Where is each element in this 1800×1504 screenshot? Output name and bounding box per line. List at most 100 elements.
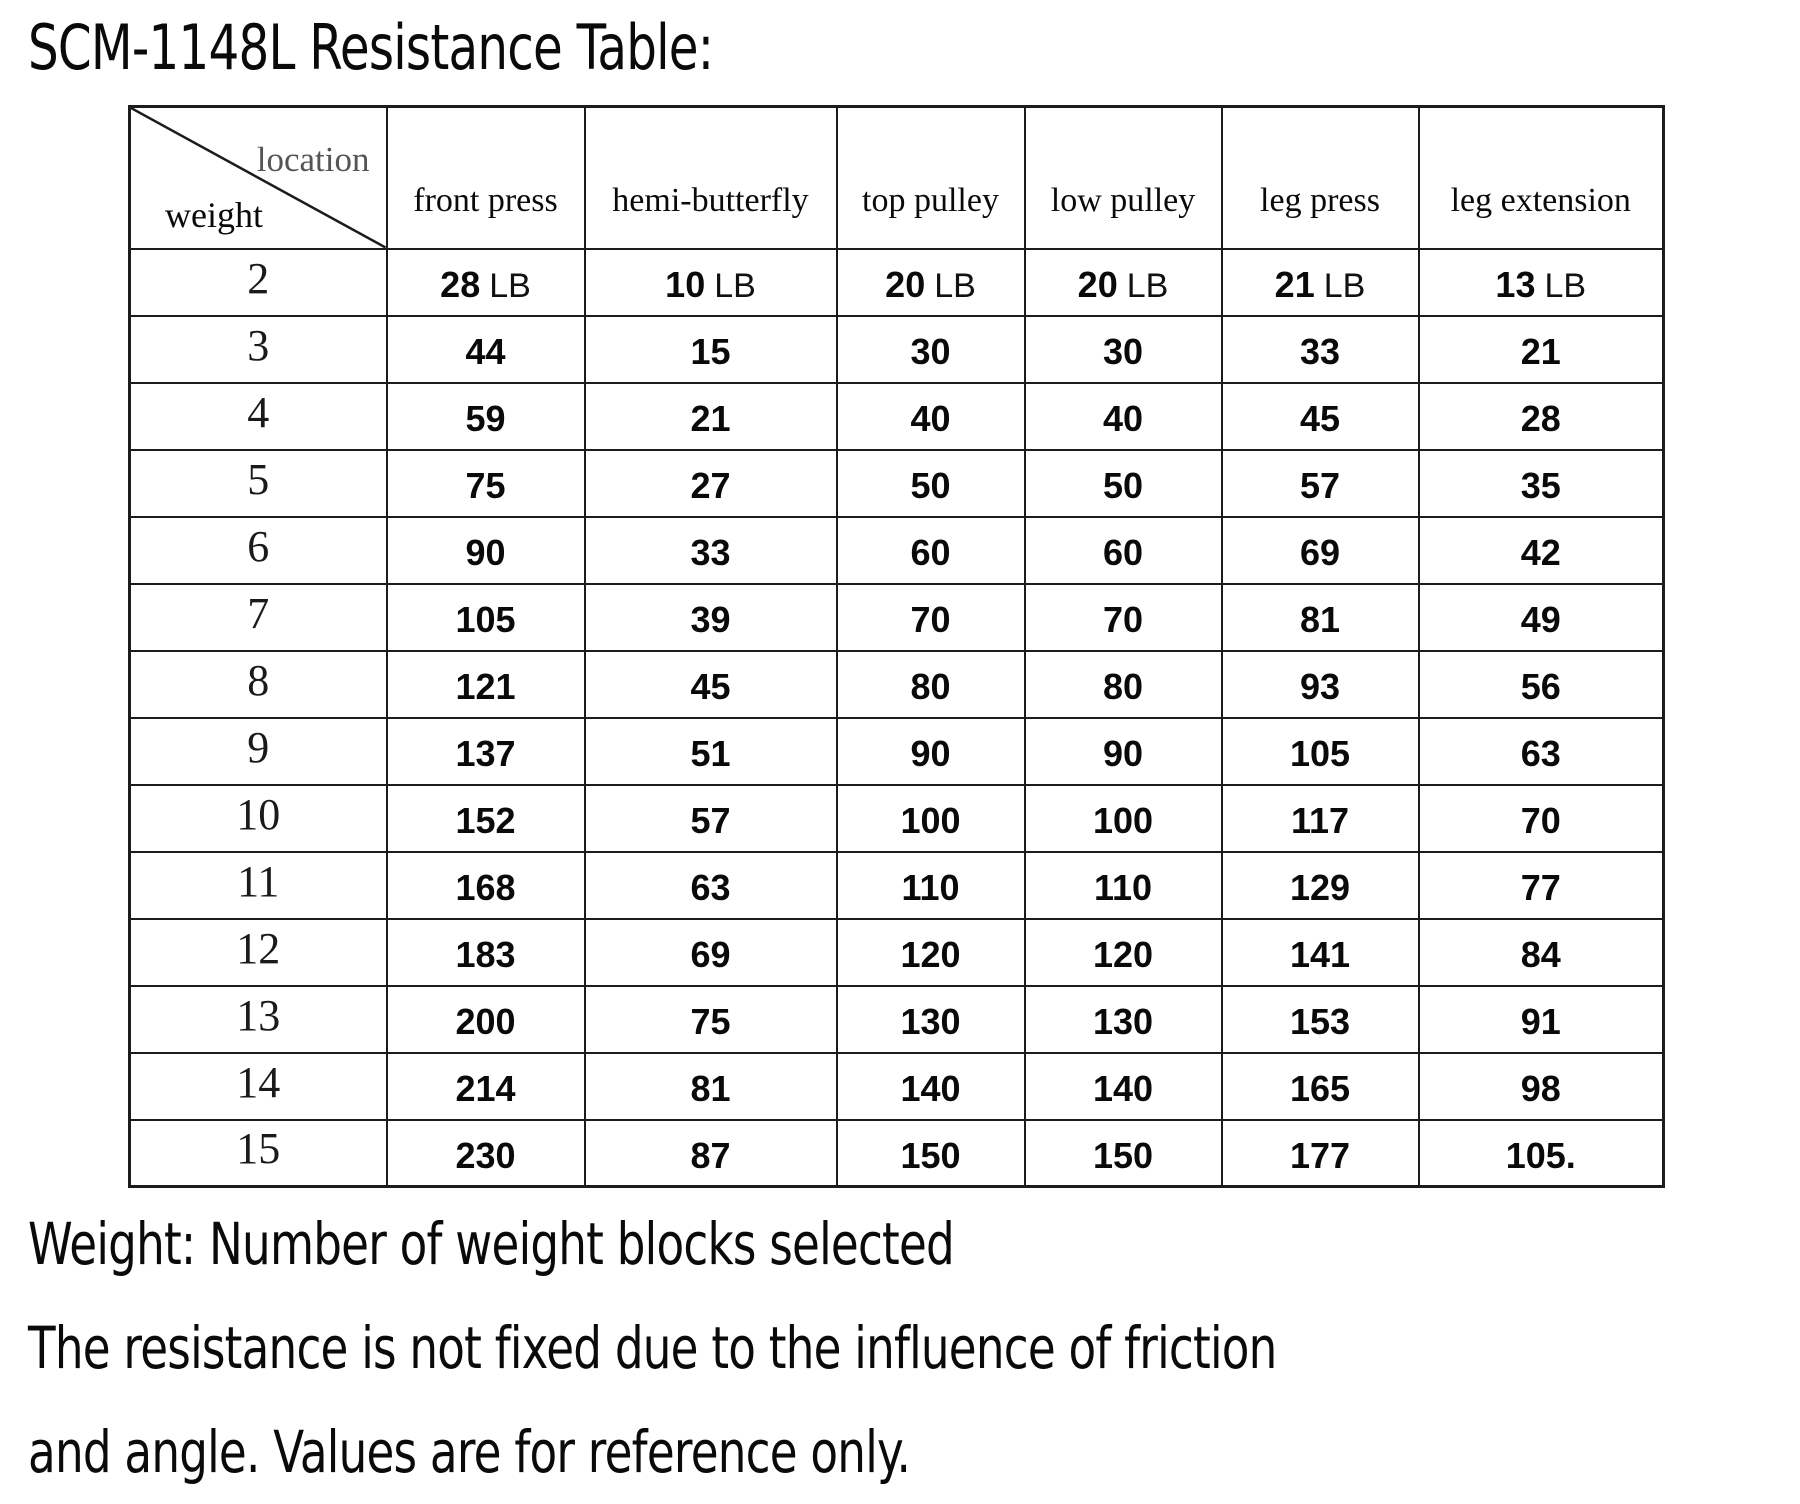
value-cell: 33 [1220,314,1420,384]
resistance-value: 140 [1092,1068,1154,1109]
value-cell: 59 [385,381,586,451]
value-cell: 75 [385,448,586,518]
value-cell: 45 [583,649,838,719]
resistance-value: 51 [690,733,731,774]
resistance-value: 75 [465,465,506,506]
resistance-value: 177 [1289,1134,1351,1176]
value-cell: 150 [1023,1118,1223,1188]
resistance-value: 20 [1077,264,1118,305]
weight-value: 8 [247,655,270,705]
value-cell: 90 [385,515,586,585]
resistance-value: 60 [910,532,951,573]
value-cell: 130 [835,984,1026,1054]
weight-cell: 6 [128,515,388,585]
value-cell: 30 [1023,314,1223,384]
resistance-value: 183 [455,934,516,975]
resistance-value: 30 [910,331,951,372]
resistance-value: 56 [1520,666,1561,707]
resistance-value: 45 [690,666,731,707]
unit-label: LB [1544,267,1587,305]
value-cell: 81 [1220,582,1420,652]
value-cell: 75 [583,984,838,1054]
value-cell: 49 [1417,582,1665,652]
value-cell: 21 [1417,314,1665,384]
resistance-value: 90 [1102,733,1144,774]
resistance-value: 21 [1520,331,1561,372]
resistance-value: 105. [1505,1134,1576,1176]
value-cell: 165 [1220,1051,1420,1121]
value-cell: 91 [1417,984,1665,1054]
table-row: 2 28 LB 10 LB 20 LB 20 LB 21 LB 13 LB [128,247,1665,317]
resistance-value: 87 [690,1134,731,1176]
value-cell: 177 [1220,1118,1420,1188]
value-cell: 117 [1220,783,1420,853]
weight-value: 10 [236,789,281,839]
value-cell: 120 [1023,917,1223,987]
value-cell: 30 [835,314,1026,384]
value-cell: 105 [385,582,586,652]
resistance-value: 33 [1299,331,1341,372]
value-cell: 120 [835,917,1026,987]
table-row: 13 200 75 130 130 153 91 [128,984,1665,1054]
unit-label: LB [489,267,531,305]
value-cell: 80 [835,649,1026,719]
value-cell: 168 [385,850,586,920]
resistance-value: 105 [1289,733,1351,774]
resistance-value: 140 [900,1068,961,1109]
value-cell: 40 [1023,381,1223,451]
resistance-value: 91 [1520,1001,1561,1042]
value-cell: 70 [1417,783,1665,853]
table-row: 14 214 81 140 140 165 98 [128,1051,1665,1121]
value-cell: 70 [1023,582,1223,652]
weight-value: 6 [247,521,270,571]
resistance-value: 70 [1102,599,1144,640]
value-cell: 44 [385,314,586,384]
resistance-value: 90 [910,733,951,774]
table-row: 3 44 15 30 30 33 21 [128,314,1665,384]
value-cell: 28 [1417,381,1665,451]
weight-cell: 7 [128,582,388,652]
value-cell: 105 [1220,716,1420,786]
resistance-value: 121 [455,666,516,707]
value-cell: 230 [385,1118,586,1188]
value-cell: 90 [1023,716,1223,786]
value-cell: 57 [583,783,838,853]
value-cell: 110 [835,850,1026,920]
resistance-value: 130 [1092,1001,1154,1042]
weight-cell: 14 [128,1051,388,1121]
note-line-reference-only: and angle. Values are for reference only… [28,1418,911,1486]
weight-value: 13 [236,990,281,1040]
resistance-value: 168 [455,867,516,908]
resistance-value: 200 [455,1001,516,1042]
resistance-value: 50 [1102,465,1144,506]
resistance-value: 81 [690,1068,731,1109]
resistance-value: 75 [690,1001,731,1042]
note-line-weight-definition: Weight: Number of weight blocks selected [28,1210,955,1278]
resistance-value: 13 [1495,264,1536,305]
weight-value: 12 [236,923,281,973]
value-cell: 56 [1417,649,1665,719]
column-header-front-press: front press [385,105,586,250]
resistance-value: 30 [1102,331,1144,372]
table-row: 10 152 57 100 100 117 70 [128,783,1665,853]
value-cell: 15 [583,314,838,384]
value-cell: 20 LB [835,247,1026,317]
resistance-value: 129 [1289,867,1351,908]
resistance-value: 120 [1092,934,1154,975]
resistance-value: 153 [1289,1001,1351,1042]
column-header-low-pulley: low pulley [1023,105,1223,250]
value-cell: 21 LB [1220,247,1420,317]
resistance-value: 110 [901,867,960,908]
table-row: 11 168 63 110 110 129 77 [128,850,1665,920]
corner-label-weight: weight [165,194,263,235]
weight-cell: 9 [128,716,388,786]
value-cell: 33 [583,515,838,585]
resistance-value: 141 [1289,934,1351,975]
resistance-value: 63 [690,867,731,908]
value-cell: 42 [1417,515,1665,585]
value-cell: 100 [835,783,1026,853]
value-cell: 39 [583,582,838,652]
weight-value: 3 [247,320,270,370]
table-row: 8 121 45 80 80 93 56 [128,649,1665,719]
weight-value: 11 [237,856,280,906]
